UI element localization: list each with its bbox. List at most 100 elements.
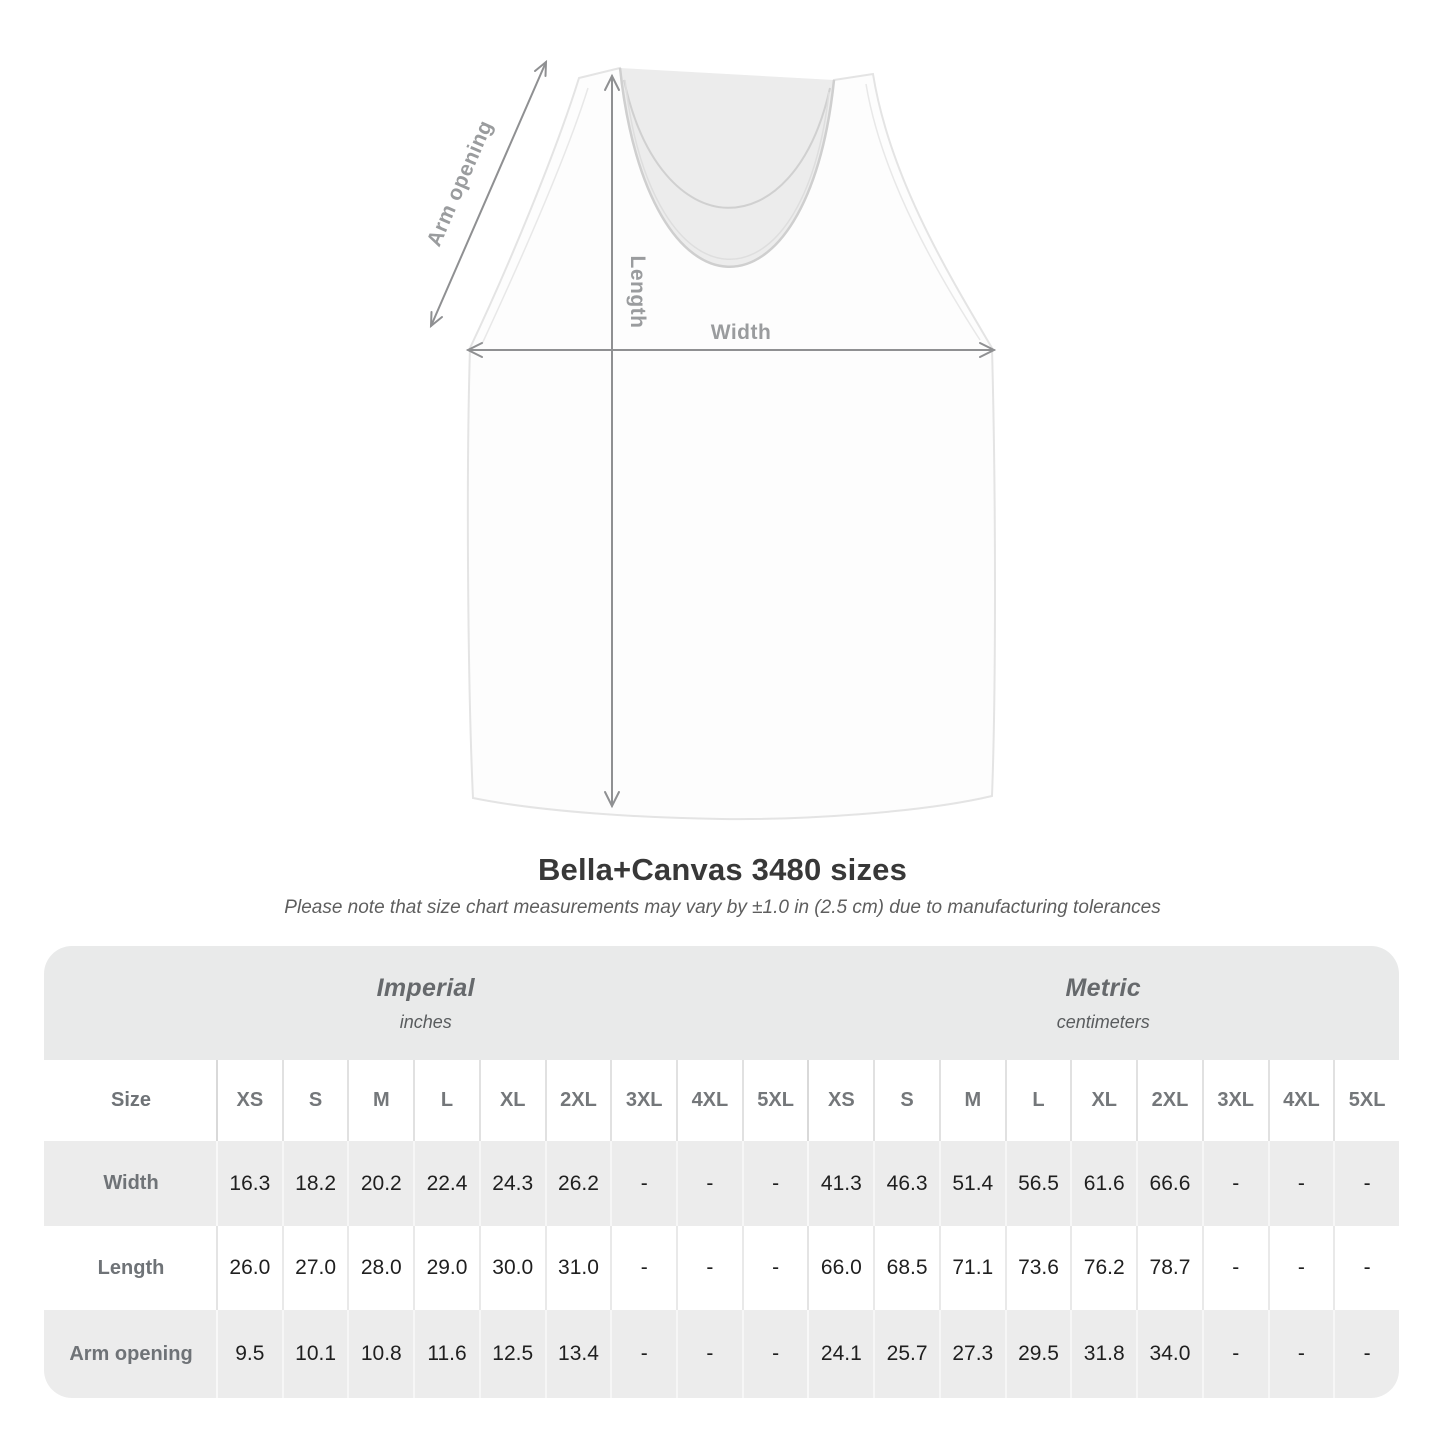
- size-header-metric-l: L: [1004, 1060, 1071, 1141]
- size-header-imperial-m: M: [347, 1060, 414, 1141]
- row-label-arm-opening: Arm opening: [44, 1310, 216, 1398]
- arm-opening-metric-3xl: -: [1201, 1310, 1268, 1398]
- length-metric-m: 71.1: [938, 1226, 1005, 1310]
- size-table: Imperial inches Metric centimeters Size X…: [44, 946, 1399, 1398]
- tank-neck-ribbing-inner: [624, 79, 830, 260]
- row-label-width: Width: [44, 1141, 216, 1226]
- arm-opening-metric-l: 29.5: [1004, 1310, 1071, 1398]
- arm-opening-imperial-m: 10.8: [347, 1310, 414, 1398]
- arm-opening-imperial-xl: 12.5: [478, 1310, 545, 1398]
- unit-band: Imperial inches Metric centimeters: [44, 946, 1399, 1060]
- width-metric-5xl: -: [1333, 1141, 1399, 1226]
- tank-back-collar-seam: [623, 79, 831, 209]
- size-header-metric-4xl: 4XL: [1267, 1060, 1334, 1141]
- arm-opening-metric-m: 27.3: [938, 1310, 1005, 1398]
- length-imperial-m: 28.0: [347, 1226, 414, 1310]
- size-header-imperial-s: S: [281, 1060, 348, 1141]
- width-metric-l: 56.5: [1004, 1141, 1071, 1226]
- arm-opening-metric-5xl: -: [1333, 1310, 1399, 1398]
- width-metric-xs: 41.3: [807, 1141, 874, 1226]
- width-arrow: [465, 342, 997, 358]
- length-imperial-2xl: 31.0: [544, 1226, 611, 1310]
- imperial-label: Imperial: [376, 973, 475, 1002]
- length-arrow: [604, 73, 620, 809]
- size-header-metric-3xl: 3XL: [1201, 1060, 1268, 1141]
- arm-opening-metric-xs: 24.1: [807, 1310, 874, 1398]
- centimeters-label: centimeters: [1056, 1011, 1150, 1032]
- arm-opening-imperial-5xl: -: [741, 1310, 808, 1398]
- tank-armhole-ribbing-right: [865, 83, 981, 341]
- arm-opening-imperial-3xl: -: [610, 1310, 677, 1398]
- tank-top-diagram: Arm opening Length Width: [423, 59, 997, 821]
- page-title: Bella+Canvas 3480 sizes: [537, 852, 908, 887]
- width-metric-s: 46.3: [873, 1141, 939, 1226]
- width-label: Width: [711, 321, 772, 344]
- arm-opening-imperial-l: 11.6: [413, 1310, 479, 1398]
- row-label-length: Length: [44, 1226, 216, 1310]
- length-metric-3xl: -: [1201, 1226, 1268, 1310]
- width-imperial-3xl: -: [610, 1141, 677, 1226]
- tank-back-panel: [620, 68, 834, 267]
- width-metric-3xl: -: [1201, 1141, 1268, 1226]
- size-header-imperial-5xl: 5XL: [741, 1060, 808, 1141]
- size-header-metric-s: S: [873, 1060, 939, 1141]
- length-imperial-5xl: -: [741, 1226, 808, 1310]
- length-imperial-xs: 26.0: [216, 1226, 282, 1310]
- arm-opening-imperial-2xl: 13.4: [544, 1310, 611, 1398]
- size-header-imperial-xs: XS: [216, 1060, 282, 1141]
- arm-opening-label: Arm opening: [423, 117, 498, 250]
- size-grid: Size XS S M L XL 2XL 3XL 4XL 5XL XS S M L XL 2XL 3XL 4XL 5…: [44, 1060, 1399, 1398]
- length-metric-s: 68.5: [873, 1226, 939, 1310]
- size-header-imperial-3xl: 3XL: [610, 1060, 677, 1141]
- arm-opening-imperial-xs: 9.5: [216, 1310, 282, 1398]
- length-metric-xs: 66.0: [807, 1226, 874, 1310]
- size-header-metric-m: M: [938, 1060, 1005, 1141]
- length-metric-l: 73.6: [1004, 1226, 1071, 1310]
- width-imperial-m: 20.2: [347, 1141, 414, 1226]
- length-imperial-4xl: -: [676, 1226, 742, 1310]
- length-label: Length: [626, 256, 649, 329]
- tank-neck-ribbing: [618, 67, 836, 268]
- unit-group-imperial: Imperial inches: [44, 946, 808, 1060]
- size-header-imperial-4xl: 4XL: [676, 1060, 742, 1141]
- width-imperial-5xl: -: [741, 1141, 808, 1226]
- size-header-metric-5xl: 5XL: [1333, 1060, 1399, 1141]
- length-imperial-l: 29.0: [413, 1226, 479, 1310]
- size-header-metric-xl: XL: [1070, 1060, 1137, 1141]
- arm-opening-arrow: [429, 59, 548, 329]
- length-metric-4xl: -: [1267, 1226, 1334, 1310]
- size-column-header: Size: [44, 1060, 216, 1141]
- arm-opening-metric-xl: 31.8: [1070, 1310, 1137, 1398]
- width-metric-xl: 61.6: [1070, 1141, 1137, 1226]
- length-metric-5xl: -: [1333, 1226, 1399, 1310]
- width-metric-4xl: -: [1267, 1141, 1334, 1226]
- width-imperial-xl: 24.3: [478, 1141, 545, 1226]
- length-imperial-3xl: -: [610, 1226, 677, 1310]
- width-imperial-2xl: 26.2: [544, 1141, 611, 1226]
- size-header-metric-xs: XS: [807, 1060, 874, 1141]
- arm-opening-metric-s: 25.7: [873, 1310, 939, 1398]
- width-imperial-xs: 16.3: [216, 1141, 282, 1226]
- tolerance-note: Please note that size chart measurements…: [284, 897, 1161, 918]
- length-metric-2xl: 78.7: [1136, 1226, 1202, 1310]
- width-metric-m: 51.4: [938, 1141, 1005, 1226]
- tank-armhole-ribbing-left: [481, 87, 589, 345]
- length-imperial-xl: 30.0: [478, 1226, 545, 1310]
- size-header-metric-2xl: 2XL: [1136, 1060, 1202, 1141]
- size-header-imperial-2xl: 2XL: [544, 1060, 611, 1141]
- metric-label: Metric: [1065, 973, 1141, 1002]
- inches-label: inches: [399, 1011, 452, 1032]
- width-imperial-4xl: -: [676, 1141, 742, 1226]
- arm-opening-imperial-s: 10.1: [281, 1310, 348, 1398]
- width-metric-2xl: 66.6: [1136, 1141, 1202, 1226]
- arm-opening-metric-2xl: 34.0: [1136, 1310, 1202, 1398]
- length-imperial-s: 27.0: [281, 1226, 348, 1310]
- size-header-imperial-xl: XL: [478, 1060, 545, 1141]
- size-header-imperial-l: L: [413, 1060, 479, 1141]
- arm-opening-imperial-4xl: -: [676, 1310, 742, 1398]
- arm-opening-metric-4xl: -: [1267, 1310, 1334, 1398]
- length-metric-xl: 76.2: [1070, 1226, 1137, 1310]
- width-imperial-s: 18.2: [281, 1141, 348, 1226]
- width-imperial-l: 22.4: [413, 1141, 479, 1226]
